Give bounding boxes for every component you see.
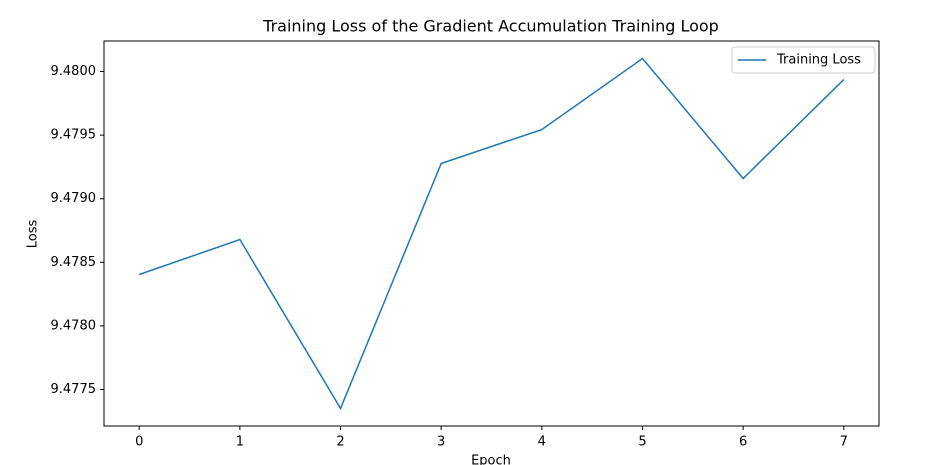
y-axis-label: Loss — [26, 220, 41, 249]
legend-box — [731, 46, 876, 74]
x-tick-label: 0 — [135, 435, 143, 450]
x-tick-label: 1 — [236, 435, 244, 450]
x-tick-label: 2 — [336, 435, 344, 450]
legend-label: Training Loss — [776, 53, 861, 68]
x-axis-label: Epoch — [471, 454, 511, 465]
x-tick-label: 7 — [840, 435, 848, 450]
plot-frame — [103, 40, 880, 427]
y-tick-label: 9.4780 — [51, 318, 97, 333]
data-line — [138, 57, 845, 411]
y-tick-label: 9.4800 — [51, 64, 97, 79]
x-tick-label: 6 — [739, 435, 747, 450]
y-tick-label: 9.4775 — [51, 382, 97, 397]
x-tick-label: 4 — [538, 435, 546, 450]
x-tick-label: 3 — [437, 435, 445, 450]
chart-title: Training Loss of the Gradient Accumulati… — [262, 17, 719, 36]
x-tick-label: 5 — [638, 435, 646, 450]
y-tick-label: 9.4790 — [51, 191, 97, 206]
y-tick-label: 9.4795 — [51, 128, 97, 143]
y-tick-label: 9.4785 — [51, 255, 97, 270]
